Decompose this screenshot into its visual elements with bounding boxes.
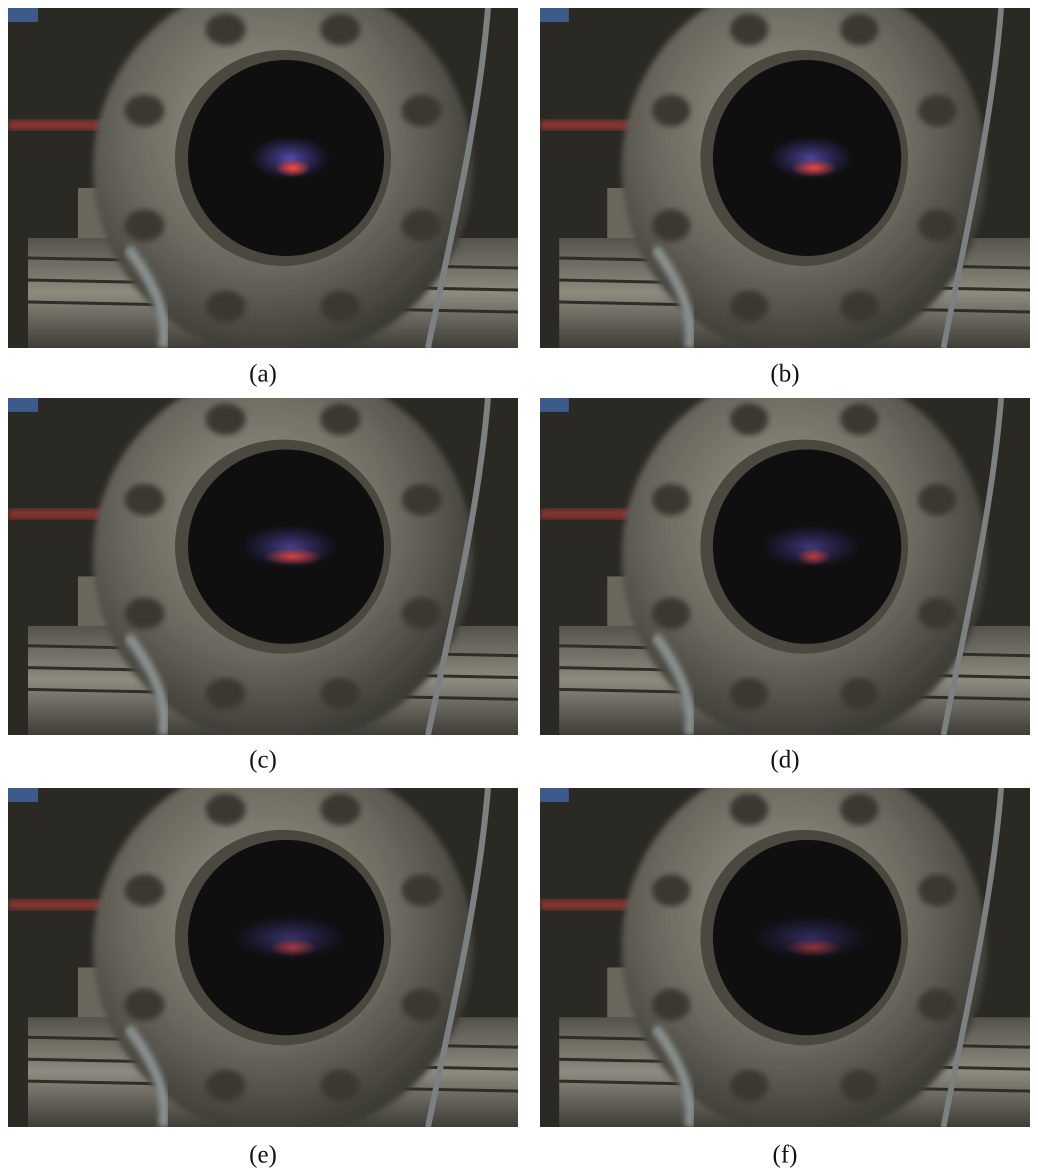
plasma-red — [275, 159, 311, 177]
photo — [8, 0, 528, 358]
caption: (c) — [249, 747, 277, 774]
bolt — [206, 403, 246, 435]
bolt — [730, 678, 768, 710]
plasma-red — [797, 548, 832, 566]
plasma-red — [263, 548, 323, 566]
photo — [8, 368, 528, 745]
photo — [540, 0, 1038, 358]
bolt — [840, 13, 878, 45]
caption: (d) — [770, 747, 799, 774]
bolt — [840, 291, 878, 323]
bolt — [402, 874, 442, 906]
bolt — [918, 209, 956, 241]
bolt — [730, 1070, 768, 1102]
bolt — [652, 484, 690, 516]
bolt — [730, 291, 768, 323]
figure: (a) (b) (c) (d) (e) (f) — [0, 0, 1038, 1171]
photo-content — [540, 758, 1038, 1137]
photo-content — [540, 0, 1038, 358]
bolt — [124, 484, 164, 516]
bolt — [124, 874, 164, 906]
bolt — [840, 793, 878, 825]
photo-content — [540, 368, 1038, 745]
bolt — [840, 678, 878, 710]
photo-content — [8, 0, 528, 358]
bolt — [402, 484, 442, 516]
bolt — [124, 95, 164, 127]
bolt — [840, 403, 878, 435]
photo-content — [8, 368, 528, 745]
plasma-red — [269, 939, 317, 957]
blue-corner — [8, 398, 38, 412]
plasma-red — [785, 939, 843, 957]
bolt — [206, 1070, 246, 1102]
bolt — [206, 291, 246, 323]
bolt — [652, 209, 690, 241]
bolt — [652, 989, 690, 1021]
caption: (b) — [770, 361, 799, 388]
bolt — [320, 793, 360, 825]
blue-corner — [8, 788, 38, 802]
blue-corner — [540, 398, 569, 412]
bolt — [730, 13, 768, 45]
plasma-red — [791, 159, 837, 177]
bolt — [320, 1070, 360, 1102]
bolt — [320, 403, 360, 435]
caption: (a) — [249, 361, 277, 388]
blue-corner — [540, 788, 569, 802]
bolt — [918, 95, 956, 127]
bolt — [402, 209, 442, 241]
bolt — [918, 874, 956, 906]
bolt — [652, 874, 690, 906]
bolt — [402, 95, 442, 127]
bolt — [918, 989, 956, 1021]
bolt — [320, 678, 360, 710]
bolt — [918, 598, 956, 630]
bolt — [730, 793, 768, 825]
blue-corner — [8, 8, 38, 22]
caption: (f) — [773, 1142, 798, 1169]
photo — [8, 758, 528, 1137]
bolt — [320, 13, 360, 45]
caption: (e) — [249, 1142, 277, 1169]
bolt — [206, 678, 246, 710]
bolt — [124, 989, 164, 1021]
bolt — [652, 95, 690, 127]
bolt — [402, 598, 442, 630]
bolt — [124, 598, 164, 630]
bolt — [320, 291, 360, 323]
bolt — [840, 1070, 878, 1102]
bolt — [652, 598, 690, 630]
photo-content — [8, 758, 528, 1137]
bolt — [402, 989, 442, 1021]
bolt — [730, 403, 768, 435]
bolt — [206, 793, 246, 825]
bolt — [206, 13, 246, 45]
bolt — [124, 209, 164, 241]
photo — [540, 368, 1038, 745]
photo — [540, 758, 1038, 1137]
blue-corner — [540, 8, 569, 22]
bolt — [918, 484, 956, 516]
